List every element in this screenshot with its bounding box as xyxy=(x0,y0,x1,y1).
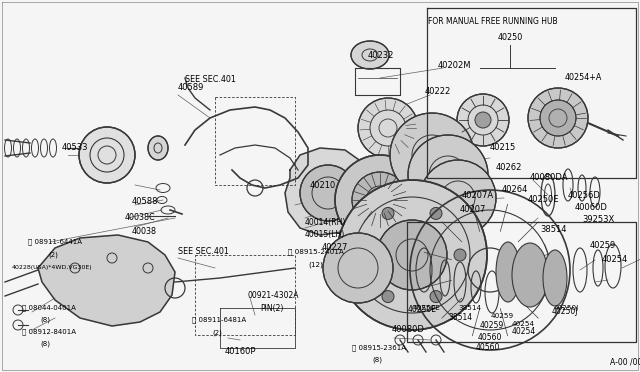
Text: (8): (8) xyxy=(40,341,50,347)
Circle shape xyxy=(337,180,487,330)
Text: ⓝ 08912-8401A: ⓝ 08912-8401A xyxy=(22,329,76,335)
Text: FOR MANUAL FREE RUNNING HUB: FOR MANUAL FREE RUNNING HUB xyxy=(428,17,558,26)
Ellipse shape xyxy=(512,243,548,307)
Circle shape xyxy=(540,100,576,136)
Text: PIN(2): PIN(2) xyxy=(260,304,284,312)
Circle shape xyxy=(323,233,393,303)
Ellipse shape xyxy=(496,242,520,302)
Text: ⓝ 08911-6441A: ⓝ 08911-6441A xyxy=(28,239,82,245)
Text: 40228(USA)*4WD,VG30E): 40228(USA)*4WD,VG30E) xyxy=(12,266,93,270)
Text: 40227: 40227 xyxy=(322,244,348,253)
Text: 40256D: 40256D xyxy=(568,190,601,199)
Text: SEE SEC.401: SEE SEC.401 xyxy=(185,76,236,84)
Circle shape xyxy=(358,98,418,158)
Text: 40015(LH): 40015(LH) xyxy=(305,231,345,240)
Polygon shape xyxy=(38,235,175,326)
Text: ⑗ 08915-2361A: ⑗ 08915-2361A xyxy=(352,345,406,351)
Circle shape xyxy=(377,220,447,290)
Text: 40080D: 40080D xyxy=(392,326,425,334)
Text: 40210: 40210 xyxy=(310,180,336,189)
Circle shape xyxy=(528,88,588,148)
Text: 40254+A: 40254+A xyxy=(565,74,602,83)
Text: 40588: 40588 xyxy=(132,198,159,206)
Text: 40250E: 40250E xyxy=(528,196,559,205)
Circle shape xyxy=(390,113,474,197)
Text: SEE SEC.401: SEE SEC.401 xyxy=(178,247,229,257)
Circle shape xyxy=(358,249,370,261)
Circle shape xyxy=(408,135,488,215)
Text: (8): (8) xyxy=(372,357,382,363)
Circle shape xyxy=(300,165,356,221)
Text: 38514: 38514 xyxy=(448,314,472,323)
Text: 40250J: 40250J xyxy=(554,305,579,311)
Circle shape xyxy=(382,291,394,302)
Text: 40254: 40254 xyxy=(512,321,535,327)
Circle shape xyxy=(475,112,491,128)
Text: 00921-4302A: 00921-4302A xyxy=(248,291,300,299)
Circle shape xyxy=(335,155,425,245)
Text: 40232: 40232 xyxy=(368,51,394,60)
Circle shape xyxy=(430,208,442,219)
Text: 40160P: 40160P xyxy=(225,347,257,356)
Text: 40207: 40207 xyxy=(460,205,486,215)
Text: ⓝ 08911-6481A: ⓝ 08911-6481A xyxy=(192,317,246,323)
Text: (2): (2) xyxy=(48,252,58,258)
Text: 40222: 40222 xyxy=(425,87,451,96)
Circle shape xyxy=(382,208,394,219)
Text: ⑗ 08915-2401A: ⑗ 08915-2401A xyxy=(288,249,344,255)
Text: 40038: 40038 xyxy=(132,228,157,237)
Text: Ⓑ 08044-0401A: Ⓑ 08044-0401A xyxy=(22,305,76,311)
Text: 40060D: 40060D xyxy=(575,203,608,212)
Text: 40080DA: 40080DA xyxy=(530,173,568,183)
Text: 40250E: 40250E xyxy=(408,305,437,314)
Text: 40254: 40254 xyxy=(512,327,536,337)
Text: 40207A: 40207A xyxy=(462,190,494,199)
Text: 40560: 40560 xyxy=(478,333,502,341)
Text: 40533: 40533 xyxy=(62,144,88,153)
Text: (8): (8) xyxy=(40,317,50,323)
Circle shape xyxy=(430,291,442,302)
Text: A-00 /0086: A-00 /0086 xyxy=(610,357,640,366)
Text: 38514: 38514 xyxy=(458,305,481,311)
Text: (2): (2) xyxy=(212,330,222,336)
Circle shape xyxy=(420,160,496,236)
Polygon shape xyxy=(285,148,372,235)
Circle shape xyxy=(457,94,509,146)
Text: 40264: 40264 xyxy=(502,186,529,195)
Text: 38514: 38514 xyxy=(540,225,566,234)
Ellipse shape xyxy=(543,250,567,306)
Text: 40250: 40250 xyxy=(497,33,523,42)
Text: (12): (12) xyxy=(308,262,323,268)
Text: 40250E: 40250E xyxy=(413,305,441,311)
Circle shape xyxy=(352,172,408,228)
Text: 39253X: 39253X xyxy=(582,215,614,224)
Text: 40250J: 40250J xyxy=(552,308,579,317)
Text: 40038C: 40038C xyxy=(125,214,156,222)
Ellipse shape xyxy=(148,136,168,160)
Text: 40254: 40254 xyxy=(602,256,628,264)
Ellipse shape xyxy=(351,41,389,69)
Text: 40259: 40259 xyxy=(491,313,514,319)
Text: 40202M: 40202M xyxy=(438,61,472,70)
Text: 40014(RH): 40014(RH) xyxy=(305,218,346,227)
Text: 40259: 40259 xyxy=(590,241,616,250)
Text: 40262: 40262 xyxy=(496,164,522,173)
Text: 40560: 40560 xyxy=(476,343,500,353)
Text: 40215: 40215 xyxy=(490,144,516,153)
Text: 40589: 40589 xyxy=(178,83,204,93)
Circle shape xyxy=(454,249,466,261)
Text: 40259: 40259 xyxy=(480,321,504,330)
Circle shape xyxy=(79,127,135,183)
